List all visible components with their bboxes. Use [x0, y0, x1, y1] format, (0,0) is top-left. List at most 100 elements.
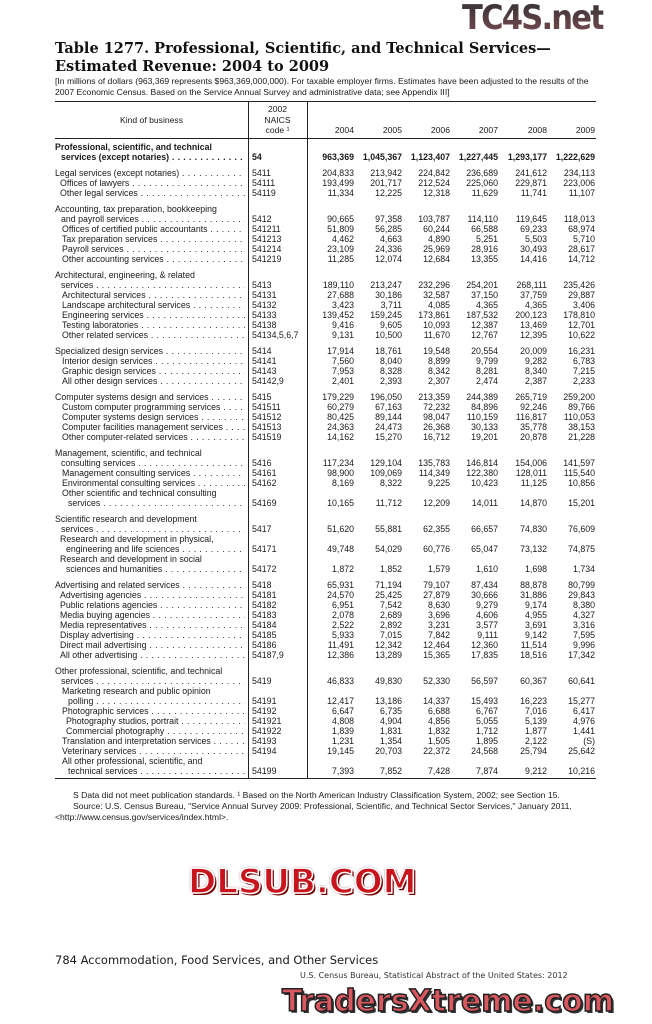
value-2008: 229,871	[515, 178, 547, 188]
table-row: Professional, scientific, and technical s…	[55, 142, 596, 162]
naics-code: 54111	[252, 178, 276, 188]
value-2009: 2,233	[572, 376, 595, 386]
value-2006: 98,047	[423, 412, 450, 422]
value-2006: 12,464	[423, 640, 450, 650]
value-2005: 7,852	[379, 766, 402, 776]
value-2005: 25,425	[375, 590, 402, 600]
row-label-line: Display advertising	[60, 630, 134, 640]
value-2004: 12,417	[327, 696, 354, 706]
value-2005: 12,225	[375, 188, 402, 198]
row-label-line: Public relations agencies	[60, 600, 158, 610]
value-2008: 154,006	[515, 458, 547, 468]
row-label-line: Payroll services	[62, 244, 124, 254]
value-2009: 4,976	[572, 716, 595, 726]
value-2005: 1,852	[379, 564, 402, 574]
value-2009: 76,609	[568, 524, 595, 534]
value-2009: 14,712	[568, 254, 595, 264]
value-2007: 9,799	[475, 356, 498, 366]
value-2008: 20,009	[520, 346, 547, 356]
value-2009: 10,856	[568, 478, 595, 488]
table-row: Other computer-related services 541519 14,…	[55, 432, 596, 442]
value-2006: 103,787	[418, 214, 450, 224]
row-group: Architectural, engineering, & related ser…	[55, 270, 596, 340]
value-2007: 7,874	[475, 766, 498, 776]
row-label-line: Media buying agencies	[60, 610, 150, 620]
value-2007: 122,380	[466, 468, 498, 478]
value-2006: 1,123,407	[410, 152, 450, 162]
table-row: Other legal services 54119 11,334 12,225 12,…	[55, 188, 596, 198]
value-2007: 187,532	[466, 310, 498, 320]
value-2005: 4,904	[379, 716, 402, 726]
value-2005: 8,322	[379, 478, 402, 488]
row-group: Advertising and related services 54186 5,9…	[55, 580, 596, 660]
naics-code: 5419	[252, 676, 272, 686]
naics-code: 5414	[252, 346, 272, 356]
row-label: Management, scientific, and technical con…	[55, 448, 245, 468]
table-row: Custom computer programming services 5415…	[55, 402, 596, 412]
row-label: Direct mail advertising	[55, 640, 245, 650]
value-2008: 9,212	[524, 766, 547, 776]
row-label: Media buying agencies	[55, 610, 245, 620]
row-label: Public relations agencies	[55, 600, 245, 610]
table-row: Direct mail advertising 54186 11,491 12,342…	[55, 640, 596, 650]
value-2004: 80,425	[327, 412, 354, 422]
value-2007: 12,360	[471, 640, 498, 650]
table-row: Legal services (except notaries) 5411 204,…	[55, 168, 596, 178]
value-2009: 4,327	[572, 610, 595, 620]
revenue-table: Kind of business 2002 NAICS code ¹ 2004 2…	[55, 101, 596, 779]
value-2006: 8,630	[427, 600, 450, 610]
row-group: Professional, scientific, and technical s…	[55, 142, 596, 162]
table-row: Marketing research and public opinion pol…	[55, 686, 596, 706]
value-2005: 12,074	[375, 254, 402, 264]
row-label-line: Other legal services	[60, 188, 138, 198]
row-label-line: Interior design services	[62, 356, 153, 366]
table-row: All other design services 54142,9 2,401 2,3…	[55, 376, 596, 386]
table-row: Other scientific and technical consultin…	[55, 488, 596, 508]
value-2009: 118,013	[563, 214, 595, 224]
table-row: Advertising agencies 54181 24,570 25,425 27,…	[55, 590, 596, 600]
value-2007: 5,055	[475, 716, 498, 726]
header-code-line: NAICS	[264, 114, 291, 125]
value-2005: 54,029	[375, 544, 402, 554]
table-row: Computer systems design services 541512 80…	[55, 412, 596, 422]
row-label: Legal services (except notaries)	[55, 168, 245, 178]
row-label: Other professional, scientific, and tech…	[55, 666, 245, 686]
row-label-line: Other scientific and technical consultin…	[62, 488, 217, 498]
naics-code: 54194	[252, 746, 277, 756]
column-divider	[248, 102, 249, 778]
value-2008: 265,719	[515, 392, 547, 402]
value-2004: 14,162	[327, 432, 354, 442]
watermark-logo: TC4S.net	[462, 0, 605, 38]
row-label: Other computer-related services	[55, 432, 245, 442]
table-row: Engineering services 54133 139,452 159,245 1…	[55, 310, 596, 320]
row-label-line: Environmental consulting services	[62, 478, 195, 488]
row-label-line: technical services	[68, 766, 138, 776]
value-2004: 5,933	[331, 630, 354, 640]
row-label: Professional, scientific, and technical s…	[55, 142, 245, 162]
value-2008: 31,886	[520, 590, 547, 600]
row-label-line: Professional, scientific, and technical	[55, 142, 212, 152]
row-group: Accounting, tax preparation, bookkeeping…	[55, 204, 596, 264]
table-row: Other accounting services 541219 11,285 12,…	[55, 254, 596, 264]
row-label: Media representatives	[55, 620, 245, 630]
row-label: Advertising and related services	[55, 580, 245, 590]
row-label-line: Offices of certified public accountants	[62, 224, 208, 234]
value-2005: 1,045,367	[362, 152, 402, 162]
row-label-line: sciences and humanities	[66, 564, 163, 574]
row-label-line: All other professional, scientific, and	[62, 756, 203, 766]
value-2006: 1,832	[427, 726, 450, 736]
value-2009: 6,417	[572, 706, 595, 716]
table-title-line1: Table 1277. Professional, Scientific, an…	[55, 40, 551, 57]
value-2004: 23,109	[327, 244, 354, 254]
value-2009: 68,974	[568, 224, 595, 234]
table-row: All other advertising 54187,9 12,386 13,289…	[55, 650, 596, 660]
value-2008: 3,691	[524, 620, 547, 630]
row-label-line: Computer facilities management services	[62, 422, 223, 432]
value-2006: 11,670	[423, 330, 450, 340]
value-2004: 117,234	[322, 458, 354, 468]
naics-code: 54186	[252, 640, 277, 650]
value-2008: 8,340	[524, 366, 547, 376]
row-label-line: Computer systems design services	[62, 412, 199, 422]
value-2004: 139,452	[322, 310, 354, 320]
value-2006: 26,368	[423, 422, 450, 432]
